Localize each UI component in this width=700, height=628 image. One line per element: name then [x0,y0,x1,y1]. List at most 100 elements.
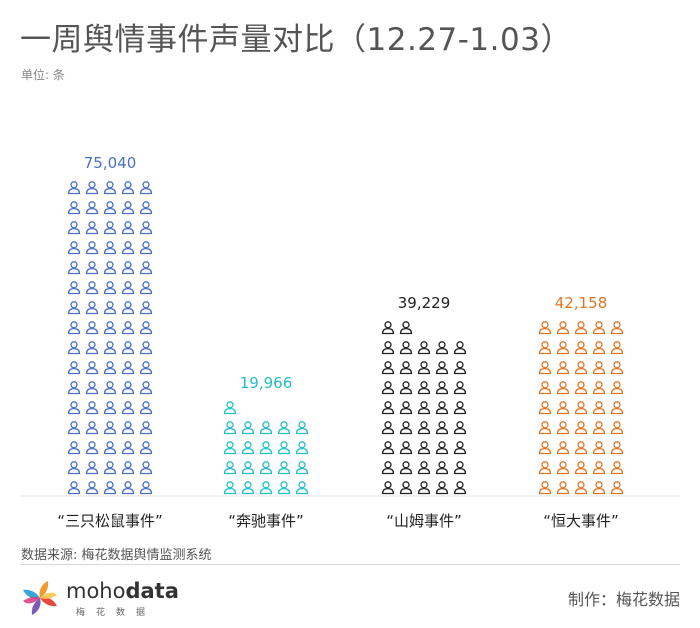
person-icon [277,461,291,475]
person-icon [103,401,117,415]
person-icon [85,301,99,315]
person-icon [67,241,81,255]
person-icon [259,421,273,435]
person-icon [139,221,153,235]
person-icon [381,421,395,435]
person-icon [121,401,135,415]
person-icon [399,461,413,475]
person-icon [121,241,135,255]
person-icon [67,361,81,375]
person-icon [417,361,431,375]
person-icon [435,401,449,415]
person-icon [592,401,606,415]
person-icon [610,361,624,375]
person-icon [85,241,99,255]
footer-divider [20,564,680,565]
value-label: 42,158 [555,294,608,312]
person-icon [85,221,99,235]
logo-subtitle: 梅花数据 [76,608,157,618]
person-icon [67,441,81,455]
data-source: 数据来源: 梅花数据舆情监测系统 [21,548,212,563]
person-icon [556,401,570,415]
person-icon [103,201,117,215]
person-icon [67,321,81,335]
person-icon [85,181,99,195]
person-icon [67,221,81,235]
person-icon [259,461,273,475]
person-icon [453,441,467,455]
category-label: “奔驰事件” [228,512,304,530]
person-icon [259,441,273,455]
person-icon [538,361,552,375]
person-icon [435,481,449,495]
person-icon [417,381,431,395]
person-icon [139,421,153,435]
person-icon [103,281,117,295]
person-icon [259,481,273,495]
person-icon [103,381,117,395]
person-icon [556,441,570,455]
person-icon [381,361,395,375]
person-icon [121,361,135,375]
person-icon [610,441,624,455]
pictograph-chart: 75,040 “三只松鼠事件” 19,966 “奔驰事件” 39,229 “山姆事件” 42… [20,154,680,530]
person-icon [121,201,135,215]
person-icon [538,441,552,455]
person-icon [85,281,99,295]
logo-wordmark: mohodata [66,579,179,603]
person-icon [556,321,570,335]
person-icon [417,481,431,495]
person-icon [295,461,309,475]
person-icon [417,341,431,355]
person-icon [277,481,291,495]
person-icon [139,461,153,475]
person-icon [121,261,135,275]
person-icon [139,261,153,275]
person-icon [103,241,117,255]
person-icon [85,401,99,415]
person-icon [241,421,255,435]
person-icon [241,481,255,495]
person-icon [121,441,135,455]
person-icon [121,181,135,195]
person-icon [435,421,449,435]
person-icon [103,321,117,335]
person-icon [399,401,413,415]
person-icon [592,321,606,335]
person-icon [556,341,570,355]
person-icon [610,481,624,495]
person-icon [538,401,552,415]
person-icon [399,441,413,455]
person-icon [139,481,153,495]
person-icon [435,341,449,355]
person-icon [67,461,81,475]
person-icon [67,381,81,395]
person-icon [103,221,117,235]
person-icon [574,461,588,475]
person-icon [453,401,467,415]
person-icon [121,301,135,315]
person-icon [139,341,153,355]
person-icon [67,401,81,415]
value-label: 75,040 [84,154,137,172]
person-icon [121,421,135,435]
mohodata-logo: mohodata 梅花数据 [20,576,179,620]
person-icon [223,441,237,455]
person-icon [556,421,570,435]
category-label: “恒大事件” [543,512,619,530]
person-icon [121,321,135,335]
person-icon [574,441,588,455]
person-icon [592,461,606,475]
person-icon [399,381,413,395]
person-icon [295,441,309,455]
person-icon [223,461,237,475]
person-icon [417,441,431,455]
person-icon [381,481,395,495]
person-icon [574,361,588,375]
person-icon [121,221,135,235]
person-icon [538,341,552,355]
person-icon [610,421,624,435]
person-icon [538,381,552,395]
person-icon [399,321,413,335]
person-icon [556,461,570,475]
